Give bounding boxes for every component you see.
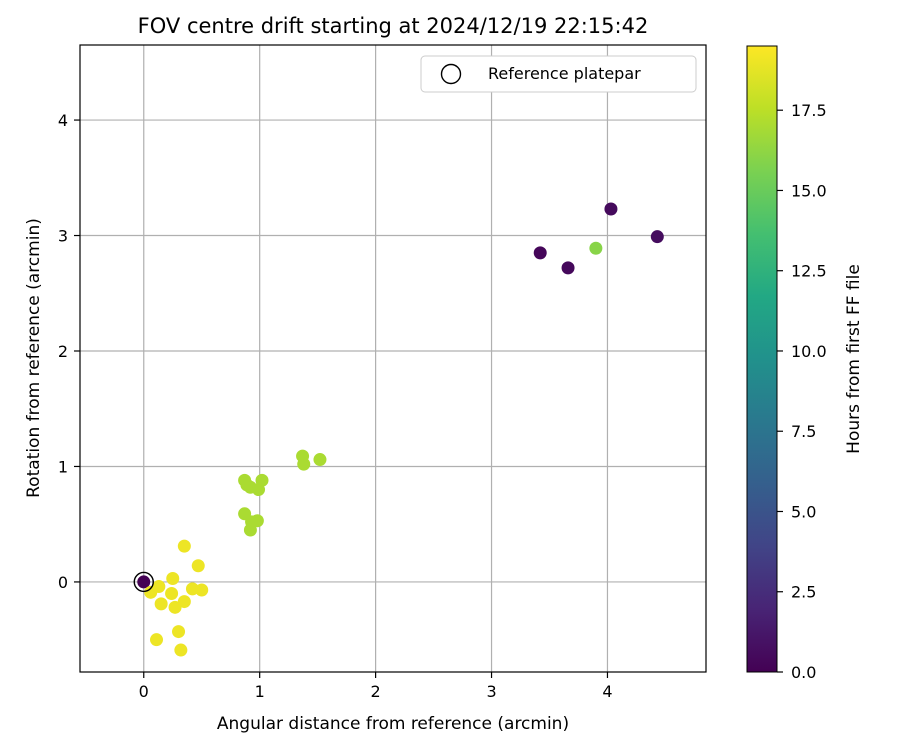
legend-marker: [440, 63, 462, 85]
scatter-point: [589, 241, 603, 255]
chart-title: FOV centre drift starting at 2024/12/19 …: [138, 14, 649, 38]
colorbar-label: Hours from first FF file: [844, 264, 864, 454]
scatter-point: [650, 230, 664, 244]
colorbar-tick-label: 10.0: [791, 342, 827, 361]
x-tick-label: 1: [255, 682, 265, 701]
scatter-point: [195, 583, 209, 597]
y-tick-label: 3: [58, 227, 68, 246]
colorbar-tick-label: 0.0: [791, 663, 816, 682]
reference-platepar-marker: [133, 571, 154, 593]
scatter-point: [177, 595, 191, 609]
x-axis-label: Angular distance from reference (arcmin): [217, 714, 569, 734]
scatter-point: [172, 625, 186, 639]
scatter-point: [154, 597, 168, 611]
scatter-point: [604, 202, 618, 216]
scatter-point: [533, 246, 547, 260]
scatter-point: [177, 539, 191, 553]
scatter-point: [137, 575, 151, 589]
scatter-point: [243, 523, 257, 537]
plot-frame: [79, 44, 707, 673]
scatter-point: [250, 514, 264, 528]
colorbar-tick-label: 2.5: [791, 583, 816, 602]
x-tick-label: 0: [139, 682, 149, 701]
scatter-point: [174, 643, 188, 657]
legend-label: Reference platepar: [488, 64, 641, 83]
colorbar-tick-label: 17.5: [791, 101, 827, 120]
y-axis-ticks: 0 1 2 3 4: [58, 111, 80, 592]
colorbar-tick-label: 7.5: [791, 422, 816, 441]
scatter-point: [313, 453, 327, 467]
y-tick-label: 4: [58, 111, 68, 130]
y-tick-label: 2: [58, 342, 68, 361]
x-tick-label: 4: [602, 682, 612, 701]
legend-box: [420, 55, 697, 93]
scatter-points: [133, 202, 664, 657]
scatter-point: [255, 473, 269, 487]
x-axis-ticks: 0 1 2 3 4: [139, 672, 613, 701]
y-tick-label: 0: [58, 573, 68, 592]
scatter-point: [144, 585, 158, 599]
colorbar: [746, 45, 778, 673]
colorbar-ticks: 0.0 2.5 5.0 7.5 10.0 12.5 15.0 17.5: [777, 101, 827, 682]
colorbar-tick-label: 15.0: [791, 181, 827, 200]
scatter-point: [165, 586, 179, 600]
scatter-point: [561, 261, 575, 275]
colorbar-tick-label: 5.0: [791, 502, 816, 521]
colorbar-tick-label: 12.5: [791, 262, 827, 281]
scatter-point: [168, 600, 182, 614]
scatter-point: [191, 559, 205, 573]
grid: [80, 45, 706, 672]
x-tick-label: 2: [371, 682, 381, 701]
y-tick-label: 1: [58, 457, 68, 476]
scatter-point: [166, 571, 180, 585]
scatter-point: [297, 457, 311, 471]
scatter-point: [150, 633, 164, 647]
x-tick-label: 3: [486, 682, 496, 701]
legend: Reference platepar: [420, 55, 697, 93]
y-axis-label: Rotation from reference (arcmin): [24, 218, 44, 498]
